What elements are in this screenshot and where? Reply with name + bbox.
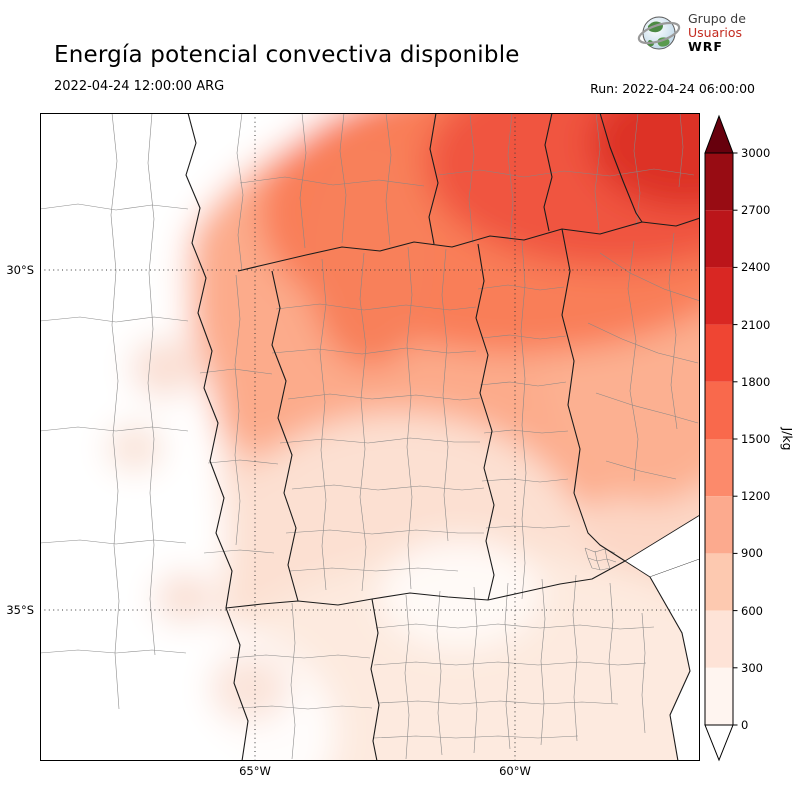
department-boundaries: [39, 112, 701, 760]
map-canvas: [0, 58, 800, 800]
province-path: [185, 112, 249, 762]
colorbar-segment: [705, 553, 733, 611]
valid-time-label: 2022-04-24 12:00:00 ARG: [54, 79, 225, 94]
cape-blob: [380, 538, 540, 648]
colorbar-segment: [705, 381, 733, 439]
cape-field-map: [0, 58, 800, 800]
province-path: [475, 243, 495, 601]
colorbar-tick-label: 1500: [741, 432, 770, 446]
wrf-logo-text: Grupo de Usuarios WRF: [688, 12, 746, 54]
colorbar-tick-label: 2700: [741, 203, 770, 217]
boundary-path: [477, 240, 571, 600]
colorbar-tick-label: 2400: [741, 260, 770, 274]
latitude-label-35s: 35°S: [6, 603, 34, 617]
boundary-path: [110, 112, 156, 710]
province-path: [599, 112, 643, 223]
cape-blob: [107, 424, 163, 472]
province-boundaries: [185, 112, 701, 762]
province-path: [371, 560, 626, 601]
province-path: [271, 270, 299, 602]
wrf-logo: Grupo de Usuarios WRF: [636, 10, 746, 56]
colorbar-segment: [705, 267, 733, 325]
province-path: [561, 228, 626, 562]
colorbar-segment: [705, 153, 733, 211]
colorbar-tick-label: 900: [741, 546, 763, 560]
cape-blob: [305, 138, 435, 368]
boundary-path: [271, 246, 485, 592]
province-path: [237, 217, 701, 272]
province-path: [225, 598, 373, 609]
colorbar-segment: [705, 610, 733, 668]
cape-blob: [210, 553, 770, 800]
boundary-path: [587, 232, 701, 482]
boundary-path: [199, 274, 373, 760]
boundary-path: [39, 203, 189, 654]
colorbar-segment: [705, 324, 733, 382]
latitude-label-30s: 30°S: [6, 263, 34, 277]
colorbar-over-arrow: [704, 114, 734, 154]
cape-blob: [131, 338, 199, 398]
colorbar-tick-marks: [733, 152, 738, 726]
colorbar-segment: [705, 667, 733, 725]
coastline: [649, 576, 691, 762]
logo-grupo-de: Grupo de: [688, 11, 746, 26]
colorbar-tick-label: 3000: [741, 146, 770, 160]
colorbar-segment: [705, 496, 733, 554]
colorbar-segment: [705, 439, 733, 497]
colorbar-under-arrow: [704, 724, 734, 762]
page-title: Energía potencial convectiva disponible: [54, 42, 520, 69]
wrf-logo-globe-icon: [637, 16, 681, 50]
colorbar-svg: 3000 2700 2400 2100 1800 1500 1200 900 6…: [704, 114, 795, 762]
colorbar-tick-label: 600: [741, 604, 763, 618]
colorbar-tick-labels: 3000 2700 2400 2100 1800 1500 1200 900 6…: [741, 146, 770, 732]
globe-orbit-ring: [637, 21, 681, 45]
logo-wrf: WRF: [688, 39, 723, 54]
colorbar-tick-label: 300: [741, 661, 763, 675]
colorbar-tick-label: 0: [741, 718, 748, 732]
province-path: [428, 112, 439, 245]
colorbar-tick-label: 2100: [741, 318, 770, 332]
province-path: [543, 112, 553, 232]
run-time-label: Run: 2022-04-24 06:00:00: [590, 81, 755, 96]
colorbar-tick-label: 1800: [741, 375, 770, 389]
cape-blob: [155, 572, 215, 624]
cape-blob: [210, 654, 290, 722]
longitude-label-65w: 65°W: [239, 764, 271, 778]
logo-usuarios: Usuarios: [688, 25, 743, 40]
boundary-path: [373, 547, 655, 760]
colorbar: 3000 2700 2400 2100 1800 1500 1200 900 6…: [703, 113, 798, 767]
boundary-path: [236, 112, 695, 272]
colorbar-tick-label: 1200: [741, 489, 770, 503]
longitude-label-60w: 60°W: [499, 764, 531, 778]
colorbar-segment: [705, 210, 733, 268]
map-frame-border: [40, 113, 700, 761]
graticule: [40, 113, 700, 761]
colorbar-unit-label: J/kg: [780, 426, 795, 450]
province-path: [370, 598, 380, 762]
